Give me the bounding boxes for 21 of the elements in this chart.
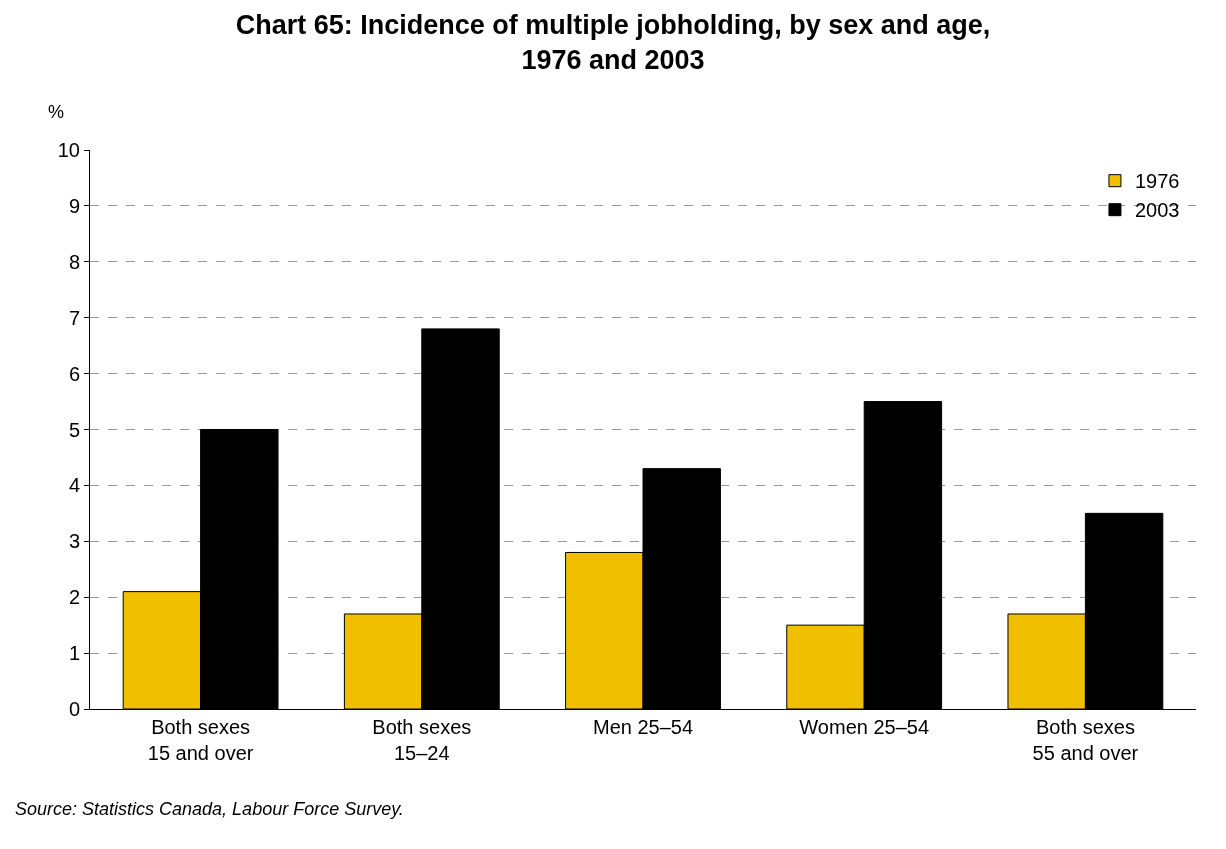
y-axis-title: % <box>48 102 65 122</box>
y-tick-label: 7 <box>68 306 80 329</box>
y-tick-label: 6 <box>68 362 80 385</box>
legend-label: 2003 <box>1134 199 1180 222</box>
legend-label: 1976 <box>1134 170 1180 193</box>
y-tick-label: 5 <box>68 418 80 441</box>
y-tick-label: 2 <box>68 586 80 609</box>
x-tick-label: Men 25–54 <box>592 716 694 738</box>
y-tick-label: 4 <box>68 474 80 497</box>
x-tick-label: Both sexes 15 and over <box>147 716 254 764</box>
x-tick-label: Women 25–54 <box>799 716 930 738</box>
y-tick-label: 10 <box>57 139 80 161</box>
source-note: Source: Statistics Canada, Labour Force Survey. <box>15 799 404 819</box>
x-tick-label: Both sexes 55 and over <box>1032 716 1139 764</box>
y-tick-label: 9 <box>68 194 80 217</box>
y-tick-label: 0 <box>68 698 80 720</box>
chart-title: Chart 65: Incidence of multiple jobholding, by sex and age, 1976 and 2003 <box>235 9 991 76</box>
x-tick-label: Both sexes 15–24 <box>372 716 472 764</box>
y-tick-label: 1 <box>68 642 80 665</box>
y-tick-label: 8 <box>68 250 80 273</box>
y-tick-label: 3 <box>68 530 80 553</box>
